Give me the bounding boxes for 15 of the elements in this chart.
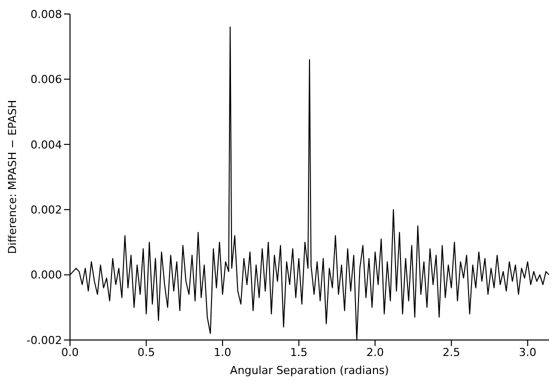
x-tick-label: 2.0 (366, 346, 384, 359)
x-tick-label: 1.0 (214, 346, 232, 359)
x-axis-title: Angular Separation (radians) (230, 364, 389, 377)
y-tick-label: 0.004 (30, 138, 62, 152)
x-tick-label: 2.5 (442, 346, 460, 359)
y-tick-label: 0.000 (30, 268, 62, 282)
x-tick-label: 0.0 (61, 346, 79, 359)
y-tick-label: -0.002 (26, 334, 62, 347)
x-tick-label: 3.0 (518, 346, 536, 359)
y-tick-label: 0.002 (30, 204, 62, 217)
y-axis-title: Difference: MPASH − EPASH (6, 100, 19, 254)
y-tick-label: 0.006 (30, 73, 62, 86)
x-tick-label: 1.5 (290, 346, 308, 359)
y-tick-label: 0.008 (30, 8, 62, 21)
x-tick-label: 0.5 (138, 346, 156, 359)
